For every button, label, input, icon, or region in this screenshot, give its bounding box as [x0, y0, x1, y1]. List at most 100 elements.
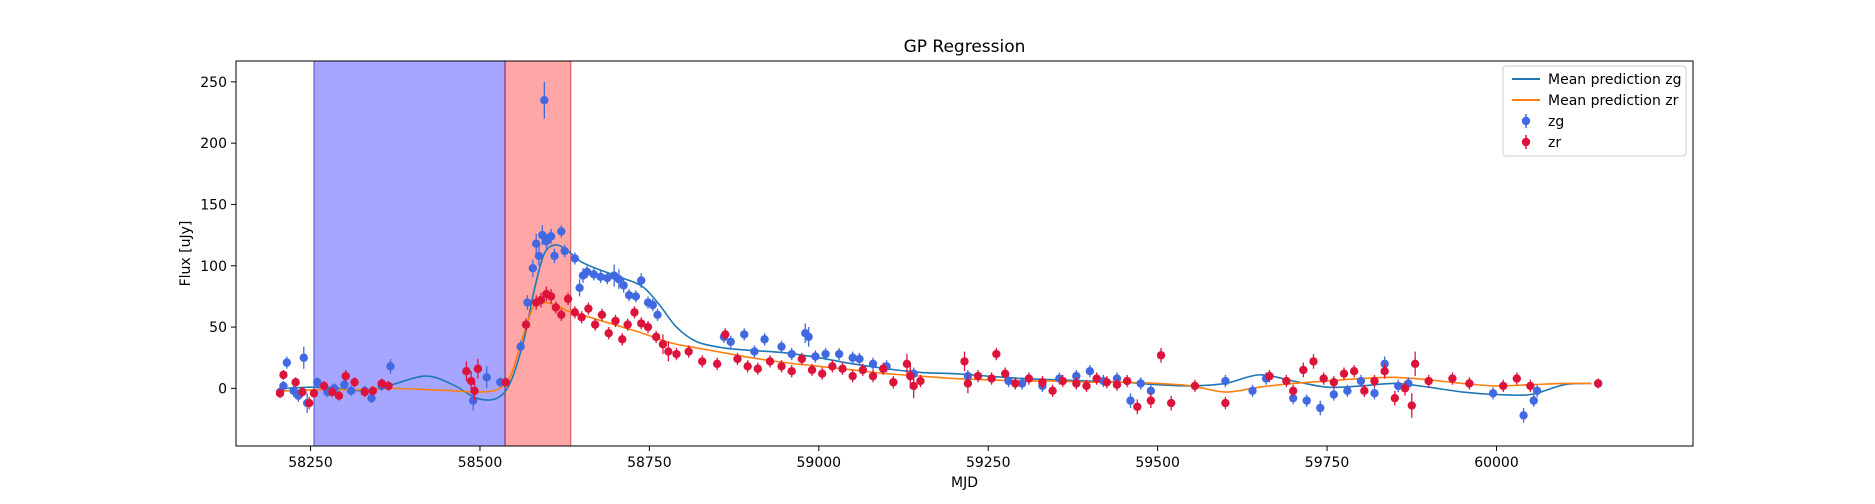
legend-item-zr-errorbar: zr: [1521, 135, 1561, 151]
data-point-zr: [298, 387, 307, 397]
data-point-zg: [726, 335, 735, 348]
data-point-zr: [1282, 374, 1291, 388]
data-point-zr: [902, 354, 912, 374]
data-point-zr: [963, 373, 973, 394]
data-point-zr: [684, 345, 693, 358]
data-point-zr: [797, 352, 807, 366]
data-point-zr: [672, 347, 681, 361]
data-point-zr: [909, 373, 918, 399]
data-point-zr: [1526, 379, 1535, 393]
data-point-zr: [743, 360, 752, 373]
data-point-zr: [733, 352, 742, 366]
data-point-zr: [1190, 379, 1200, 393]
x-axis-label: MJD: [951, 475, 978, 491]
data-point-zr: [828, 360, 837, 373]
data-point-zg: [804, 327, 813, 347]
x-tick-label: 59000: [797, 455, 842, 471]
data-point-zr: [1465, 377, 1474, 390]
data-point-zr: [658, 334, 668, 355]
data-point-zr: [623, 318, 632, 331]
data-point-zg: [596, 270, 605, 283]
y-tick-label: 200: [200, 136, 227, 152]
data-point-zr: [577, 311, 586, 324]
data-point-zg: [560, 244, 569, 258]
data-point-zr: [368, 385, 378, 396]
data-point-zr: [960, 351, 969, 372]
data-point-zr: [1038, 376, 1047, 389]
data-point-zg: [1529, 394, 1538, 407]
data-point-zr: [1024, 372, 1034, 385]
data-point-zg: [619, 278, 628, 293]
data-point-zg: [299, 346, 308, 369]
data-point-zg: [1302, 394, 1311, 407]
data-point-zr: [1400, 381, 1410, 396]
data-point-zr: [350, 377, 359, 388]
data-point-zg: [528, 259, 538, 277]
data-point-zr: [973, 369, 983, 383]
data-point-zg: [740, 328, 749, 341]
chart-title: GP Regression: [904, 37, 1026, 57]
data-point-zr: [992, 347, 1001, 361]
y-tick-label: 100: [200, 259, 227, 275]
data-point-zr: [563, 292, 573, 305]
legend-label: Mean prediction zg: [1548, 72, 1682, 88]
y-axis-ticks: 0 50 100 150 200 250: [200, 75, 236, 397]
legend-label: zr: [1548, 135, 1561, 151]
plot-frame: [235, 60, 1694, 447]
data-point-zr: [604, 327, 613, 340]
data-point-zg: [855, 352, 864, 366]
data-point-zg: [557, 225, 566, 238]
data-point-zg: [1004, 374, 1013, 388]
y-axis-label: Flux [uJy]: [178, 221, 194, 287]
data-point-zg: [482, 366, 491, 389]
data-point-zr: [838, 362, 847, 375]
y-tick-label: 250: [200, 75, 227, 91]
data-point-zr: [1265, 369, 1274, 383]
data-point-zr: [712, 357, 722, 370]
data-point-zr: [753, 362, 763, 375]
data-point-zr: [1146, 393, 1156, 408]
data-point-zr: [1048, 384, 1057, 397]
data-point-zg: [848, 351, 857, 364]
data-point-zg: [1085, 365, 1095, 378]
legend-label: Mean prediction zr: [1548, 93, 1679, 109]
data-point-zr: [1092, 372, 1101, 385]
data-point-zr: [466, 371, 476, 391]
data-point-zg: [340, 379, 349, 390]
data-point-zr: [584, 302, 593, 315]
data-point-zg: [624, 289, 634, 302]
data-point-zg: [575, 279, 584, 297]
data-point-zg: [523, 295, 532, 310]
data-point-zr: [1349, 365, 1359, 378]
data-point-zr: [384, 381, 393, 391]
data-point-zg: [534, 246, 544, 266]
data-point-zg: [637, 273, 646, 288]
data-point-zr: [643, 320, 653, 334]
data-point-zg: [313, 377, 322, 388]
data-point-zr: [1156, 347, 1166, 363]
data-point-zr: [1122, 374, 1132, 388]
data-point-zr: [275, 388, 285, 399]
x-tick-label: 58500: [458, 455, 503, 471]
data-point-zr: [597, 308, 607, 321]
data-point-zr: [1499, 379, 1508, 393]
data-point-zr: [721, 328, 730, 341]
data-point-zr: [1000, 367, 1010, 380]
data-point-zg: [532, 233, 541, 254]
data-point-zg: [1136, 377, 1145, 390]
data-point-zg: [811, 350, 820, 363]
legend: Mean prediction zg Mean prediction zr zg zr: [1502, 65, 1687, 157]
legend-label: zg: [1548, 114, 1564, 130]
data-point-zr: [848, 369, 857, 383]
data-point-zr: [521, 318, 531, 331]
data-point-zg: [1394, 379, 1403, 393]
data-point-zr: [1424, 374, 1433, 388]
x-tick-label: 60000: [1474, 455, 1519, 471]
x-tick-label: 58750: [627, 455, 672, 471]
data-point-zr: [698, 355, 707, 368]
data-point-zr: [1309, 354, 1318, 369]
data-point-zg: [347, 385, 356, 396]
data-point-zg: [1519, 407, 1528, 423]
